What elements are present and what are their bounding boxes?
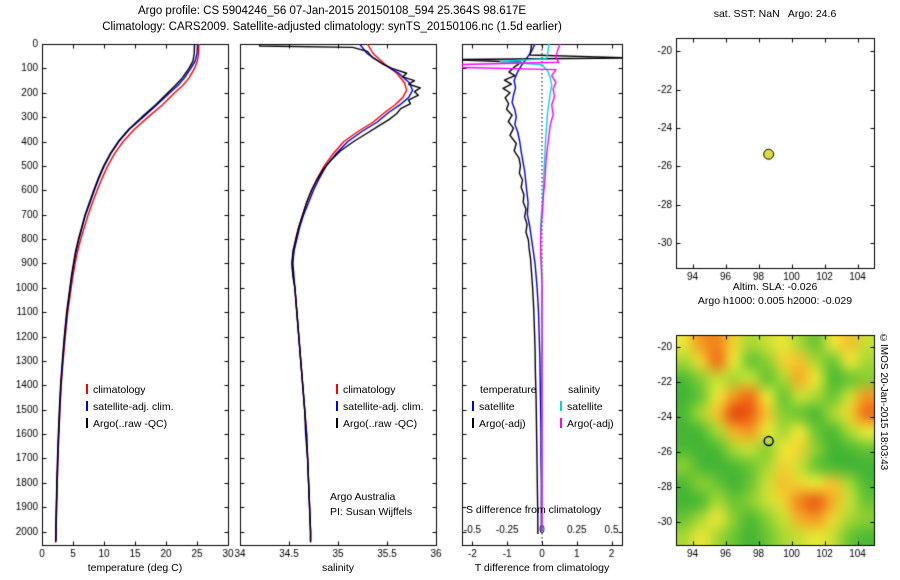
legend-label: Argo(..raw -QC) [343, 418, 418, 430]
legend-line-sample-magenta [560, 418, 562, 428]
legend-item-satellite-adj-clim-: satellite-adj. clim. [336, 401, 424, 414]
t-difference-axis-label: T difference from climatology [474, 562, 610, 574]
legend-item-climatology: climatology [336, 384, 396, 397]
salinity-axis-label: salinity [321, 562, 355, 574]
legend-label: satellite-adj. clim. [343, 401, 424, 413]
legend-label: Argo(..raw -QC) [93, 418, 168, 430]
legend-column-header-temperature: temperature [480, 384, 537, 397]
legend-label: temperature [480, 384, 537, 396]
legend-label: climatology [93, 384, 146, 396]
imos-stamp: ©IMOS 20-Jan-2015 18:03:43 [878, 333, 889, 471]
legend-line-sample-black [336, 418, 338, 428]
temperature-axis-label: temperature (deg C) [87, 562, 183, 574]
legend-label: salinity [568, 384, 601, 396]
argo-australia-note: Argo Australia [330, 491, 396, 503]
legend-item-argo-raw-qc-: Argo(..raw -QC) [86, 418, 167, 431]
legend-line-sample-red [336, 384, 338, 394]
legend-line-sample-red [86, 384, 88, 394]
figure-title-line1: Argo profile: CS 5904246_56 07-Jan-2015 … [137, 5, 527, 17]
figure-title-line2: Climatology: CARS2009. Satellite-adjuste… [102, 21, 562, 33]
pi-note: PI: Susan Wijffels [330, 506, 413, 518]
legend-line-sample-black [472, 418, 474, 428]
legend-item-satellite-adj-clim-: satellite-adj. clim. [86, 401, 174, 414]
legend-line-sample-blue [472, 401, 474, 411]
legend-item-magenta-argo-adj-: Argo(-adj) [560, 418, 614, 431]
legend-item-climatology: climatology [86, 384, 146, 397]
legend-item-blue-satellite: satellite [472, 401, 515, 414]
legend-label: satellite [567, 401, 603, 413]
legend-item-argo-raw-qc-: Argo(..raw -QC) [336, 418, 417, 431]
legend-label: Argo(-adj) [567, 418, 614, 430]
legend-item-cyan-satellite: satellite [560, 401, 603, 414]
sla-title-line1: Altim. SLA: -0.026 [732, 281, 818, 293]
legend-column-header-salinity: salinity [568, 384, 600, 397]
legend-item-black-argo-adj-: Argo(-adj) [472, 418, 526, 431]
legend-label: Argo(-adj) [479, 418, 526, 430]
legend-line-sample-black [86, 418, 88, 428]
s-difference-note: S difference from climatology [466, 504, 602, 516]
legend-label: satellite [479, 401, 515, 413]
legend-line-sample-cyan [560, 401, 562, 411]
legend-line-sample-blue [336, 401, 338, 411]
legend-line-sample-blue [86, 401, 88, 411]
sla-title-line2: Argo h1000: 0.005 h2000: -0.029 [697, 295, 853, 307]
legend-label: climatology [343, 384, 396, 396]
legend-label: satellite-adj. clim. [93, 401, 174, 413]
sst-title: sat. SST: NaN Argo: 24.6 [713, 8, 837, 20]
